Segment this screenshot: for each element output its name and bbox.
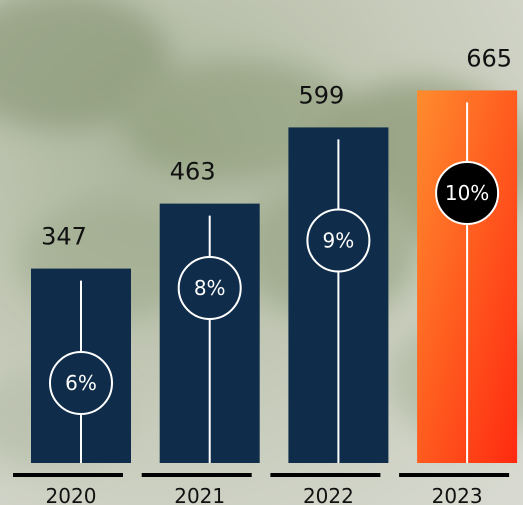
percent-label: 9% <box>323 229 355 253</box>
value-label: 599 <box>298 81 344 109</box>
x-tick-label: 2022 <box>303 484 354 505</box>
percent-circle <box>306 208 371 273</box>
x-tick-label: 2021 <box>174 484 225 505</box>
percent-circle <box>435 161 500 225</box>
percent-circle <box>177 256 242 320</box>
x-tick-label: 2023 <box>432 484 483 505</box>
percent-circle <box>49 351 113 415</box>
value-label: 347 <box>41 223 87 251</box>
value-label: 665 <box>466 44 512 72</box>
percent-label: 6% <box>65 371 97 395</box>
percent-label: 8% <box>194 276 226 300</box>
value-label: 463 <box>170 158 216 186</box>
x-tick-label: 2020 <box>46 484 97 505</box>
percent-label: 10% <box>445 181 489 205</box>
